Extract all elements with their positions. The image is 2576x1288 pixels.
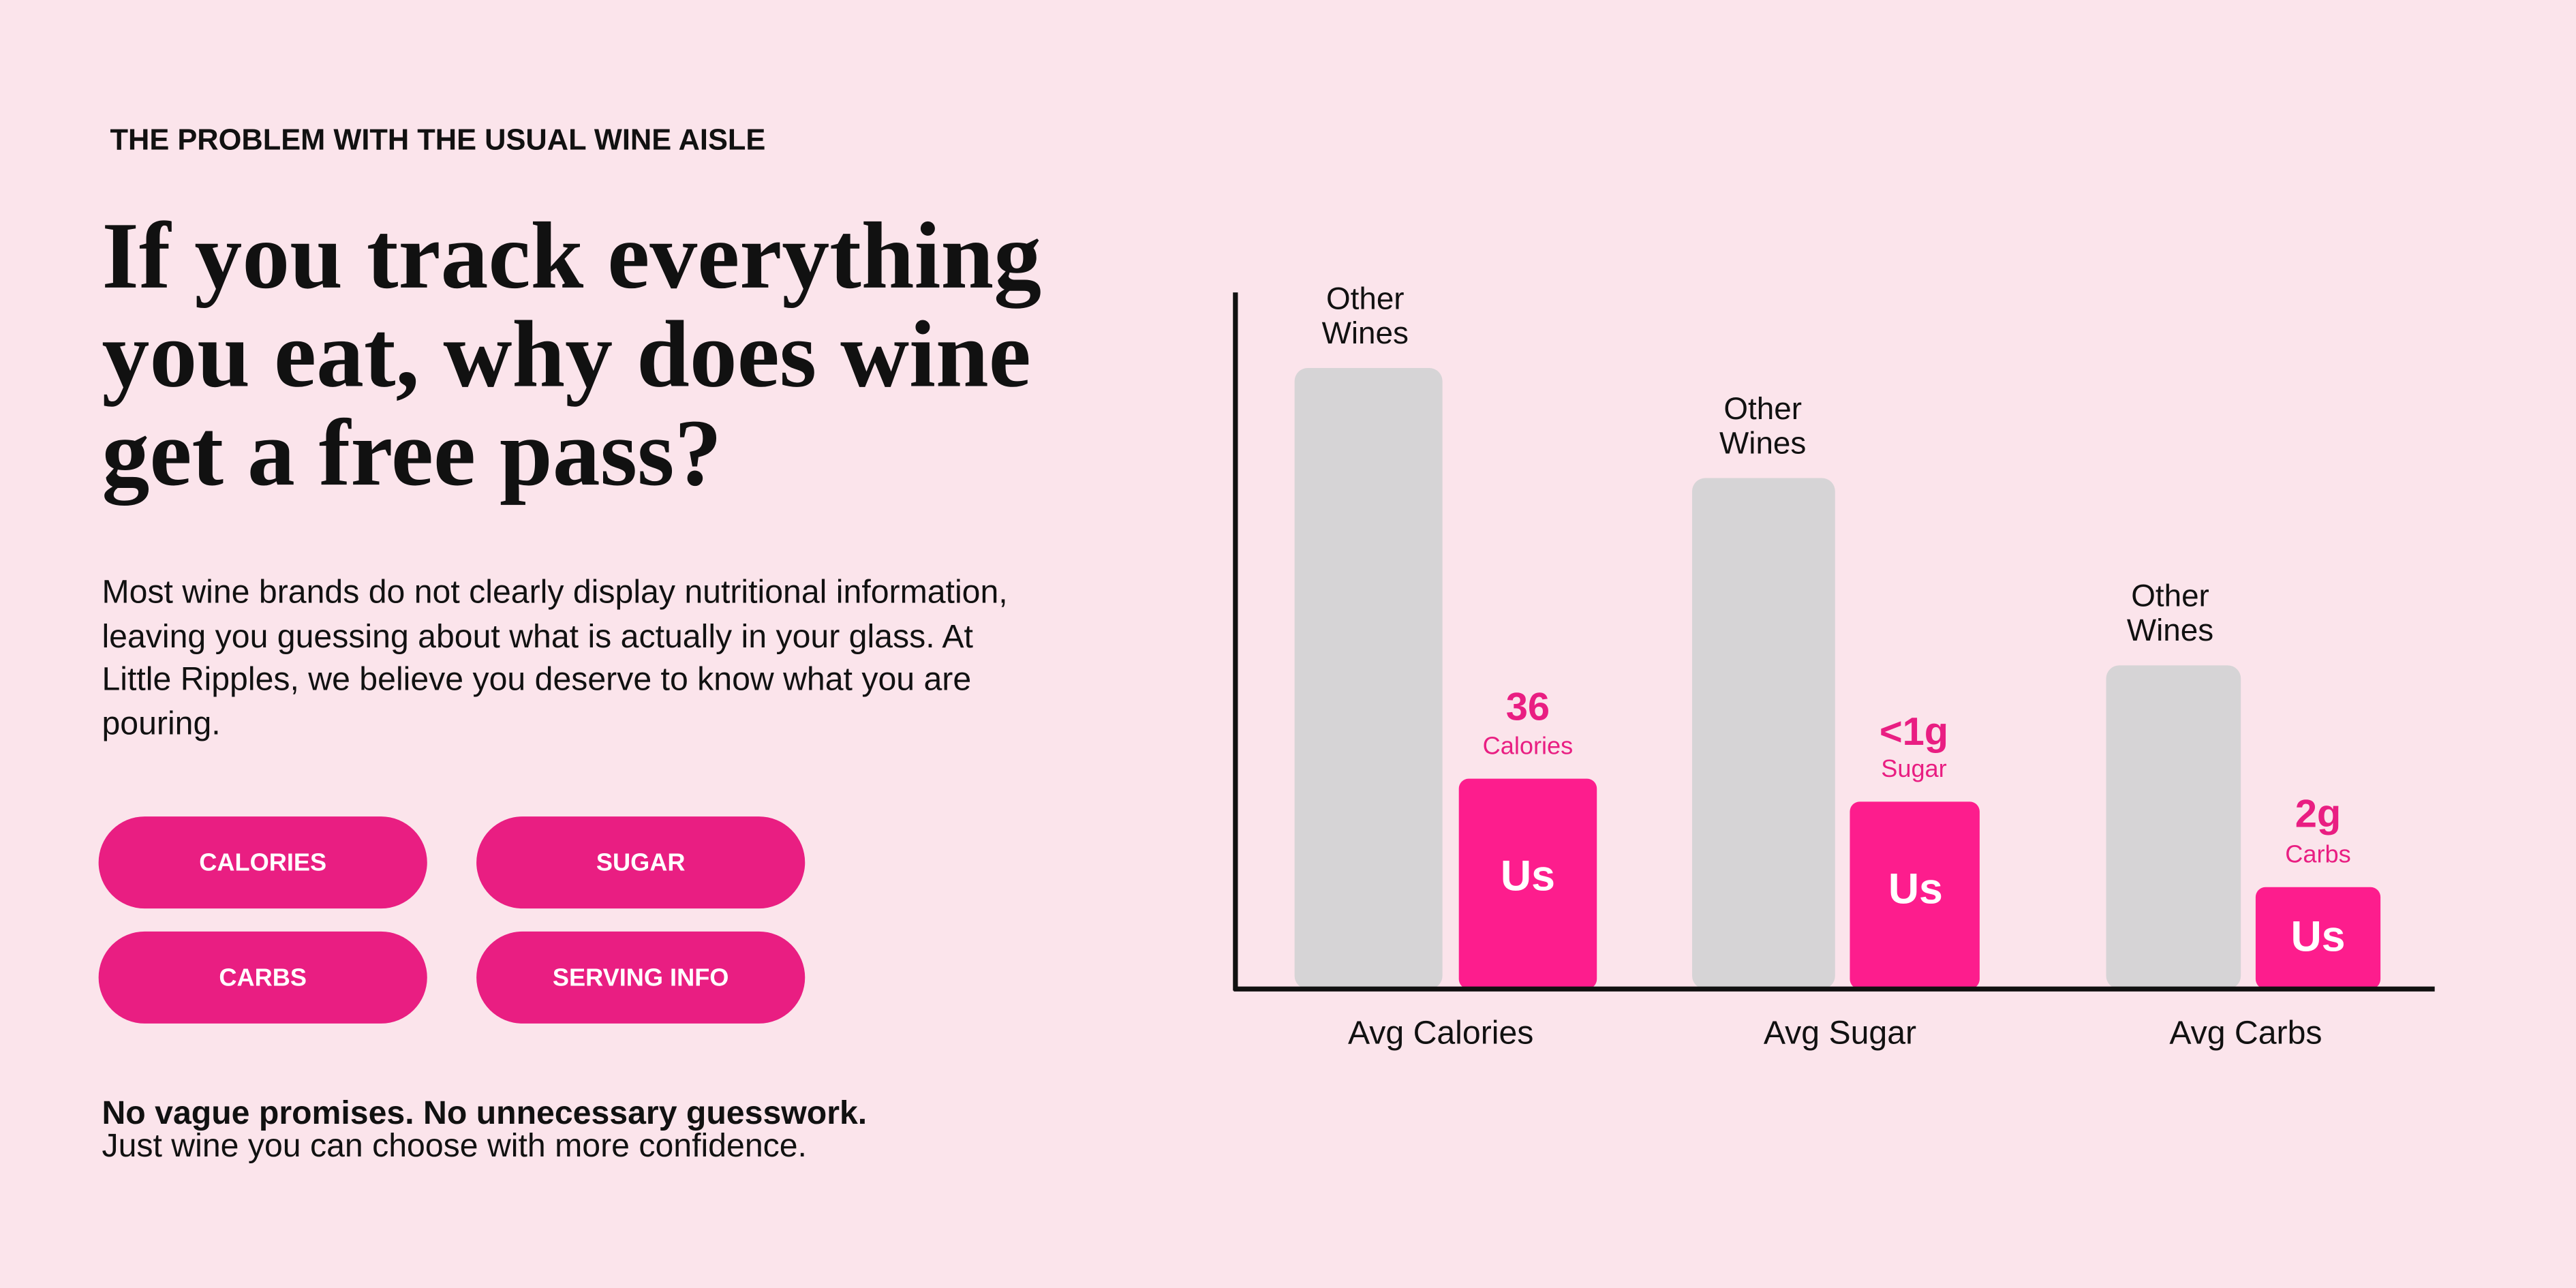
other-label: Wines [1719, 425, 1806, 460]
us-unit: Calories [1483, 731, 1574, 759]
headline-line: get a free pass? [102, 399, 722, 506]
footer-bold: No vague promises. No unnecessary guessw… [102, 1095, 868, 1132]
button[interactable]: CARBS [98, 931, 427, 1024]
us-bar [1458, 778, 1597, 990]
headline-line: If you track everything [102, 202, 1042, 309]
other-bar [2106, 665, 2241, 990]
eyebrow: THE PROBLEM WITH THE USUAL WINE AISLE [110, 123, 766, 157]
us-bar [2255, 887, 2381, 990]
category-label: Avg Sugar [1764, 1014, 1916, 1051]
other-bar [1294, 367, 1443, 990]
us-label: Us [2290, 913, 2345, 960]
us-value: 2g [2295, 792, 2342, 835]
us-unit: Carbs [2285, 840, 2350, 868]
other-label: Wines [1322, 316, 1409, 350]
other-label: Wines [2127, 613, 2213, 647]
body-text: Most wine brands do not clearly display … [102, 574, 1008, 742]
other-label: Other [1326, 281, 1405, 316]
headline: If you track everything you eat, why doe… [102, 202, 1042, 506]
us-bar [1850, 801, 1980, 990]
other-bar [1692, 478, 1835, 990]
headline-line: you eat, why does wine [102, 301, 1031, 408]
footer-text: Just wine you can choose with more confi… [102, 1129, 807, 1165]
us-value: 36 [1506, 686, 1550, 729]
other-label: Other [2131, 579, 2209, 613]
button[interactable]: SERVING INFO [476, 931, 806, 1024]
category-label: Avg Calories [1348, 1014, 1533, 1051]
button[interactable]: SUGAR [476, 816, 806, 909]
button[interactable]: CALORIES [98, 816, 427, 909]
us-label: Us [1888, 865, 1943, 913]
category-label: Avg Carbs [2169, 1014, 2322, 1051]
us-unit: Sugar [1881, 754, 1946, 782]
us-value: <1g [1880, 710, 1948, 754]
other-label: Other [1723, 391, 1802, 426]
us-label: Us [1501, 852, 1555, 900]
